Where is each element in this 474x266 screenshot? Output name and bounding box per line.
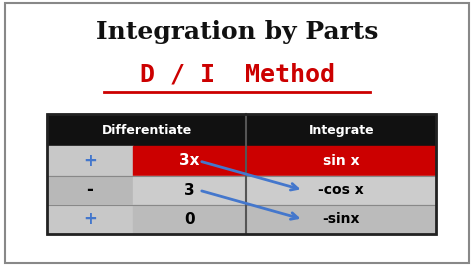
Bar: [133, 176, 246, 205]
Text: 3: 3: [184, 183, 195, 198]
Text: sin x: sin x: [323, 154, 360, 168]
Bar: [47, 176, 133, 205]
Text: -sinx: -sinx: [322, 213, 360, 226]
Text: -cos x: -cos x: [319, 183, 364, 197]
Bar: [246, 176, 436, 205]
Bar: [47, 114, 436, 234]
Text: Integrate: Integrate: [309, 124, 374, 137]
Text: 0: 0: [184, 212, 195, 227]
FancyArrowPatch shape: [202, 162, 298, 190]
Bar: [47, 146, 133, 176]
Bar: [47, 205, 133, 234]
Text: 3x: 3x: [179, 153, 200, 168]
FancyBboxPatch shape: [5, 3, 469, 263]
Bar: [47, 114, 436, 146]
FancyArrowPatch shape: [202, 191, 298, 219]
Bar: [133, 146, 246, 176]
Bar: [133, 205, 246, 234]
Text: +: +: [83, 152, 97, 170]
Text: D / I  Method: D / I Method: [139, 63, 335, 86]
Text: +: +: [83, 210, 97, 228]
Text: -: -: [87, 181, 93, 199]
Bar: [246, 205, 436, 234]
Text: Integration by Parts: Integration by Parts: [96, 20, 378, 44]
Text: Differentiate: Differentiate: [102, 124, 192, 137]
Bar: [246, 146, 436, 176]
